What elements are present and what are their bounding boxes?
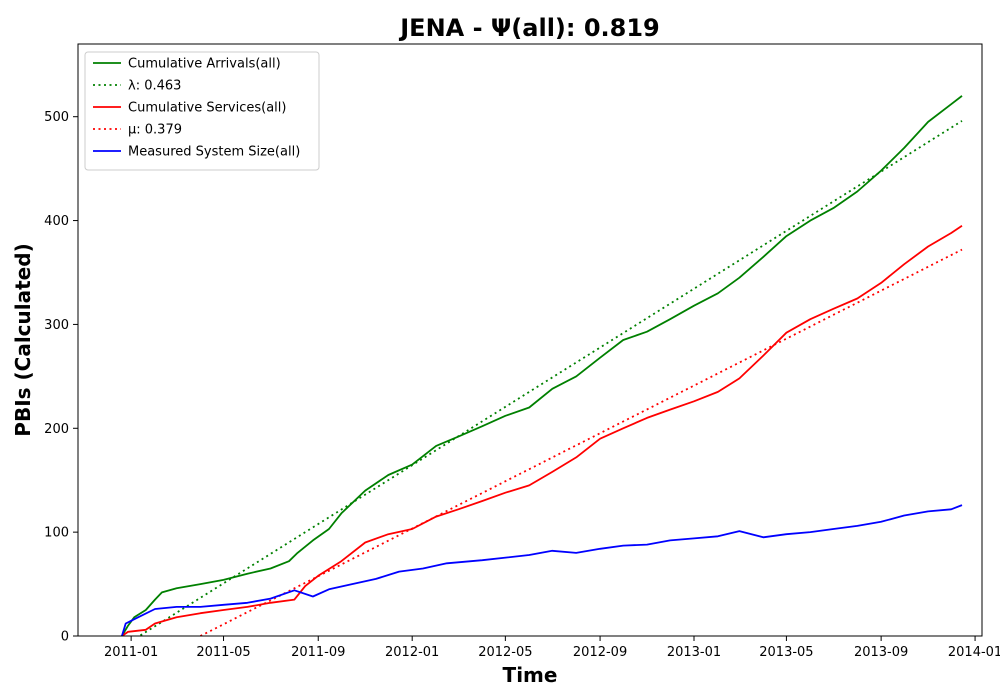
chart-title: JENA - Ψ(all): 0.819	[398, 14, 660, 42]
y-axis-label: PBIs (Calculated)	[11, 243, 35, 436]
y-tick-label-4: 400	[44, 214, 69, 229]
x-tick-label-9: 2014-01	[948, 645, 1000, 660]
y-tick-label-5: 500	[44, 110, 69, 125]
x-tick-label-6: 2013-01	[667, 645, 721, 660]
series-group	[121, 95, 963, 636]
series-line-2	[121, 225, 963, 636]
plot-area: 2011-01 2011-05 2011-09 2012-01 2012-05 2012-…	[44, 43, 1000, 660]
series-line-1	[137, 120, 963, 636]
x-tick-label-3: 2012-01	[385, 645, 439, 660]
legend-label-2: Cumulative Services(all)	[128, 101, 286, 116]
x-tick-label-2: 2011-09	[291, 645, 345, 660]
x-axis-label: Time	[503, 663, 558, 687]
plot-frame	[77, 43, 983, 637]
legend-label-3: μ: 0.379	[128, 123, 182, 138]
y-tick-label-1: 100	[44, 526, 69, 541]
x-tick-label-1: 2011-05	[196, 645, 250, 660]
legend-label-1: λ: 0.463	[128, 79, 181, 94]
legend-label-0: Cumulative Arrivals(all)	[128, 57, 281, 72]
y-tick-label-2: 200	[44, 422, 69, 437]
legend-box	[84, 51, 320, 171]
x-tick-label-0: 2011-01	[104, 645, 158, 660]
x-tick-label-8: 2013-09	[854, 645, 908, 660]
series-line-3	[199, 248, 963, 636]
series-line-0	[121, 95, 963, 636]
y-tick-label-0: 0	[61, 630, 69, 645]
legend: Cumulative Arrivals(all) λ: 0.463 Cumulati…	[84, 51, 320, 171]
legend-label-4: Measured System Size(all)	[128, 145, 300, 160]
x-tick-label-7: 2013-05	[759, 645, 813, 660]
x-tick-label-4: 2012-05	[478, 645, 532, 660]
x-tick-label-5: 2012-09	[573, 645, 627, 660]
series-line-4	[121, 504, 963, 636]
y-tick-label-3: 300	[44, 318, 69, 333]
